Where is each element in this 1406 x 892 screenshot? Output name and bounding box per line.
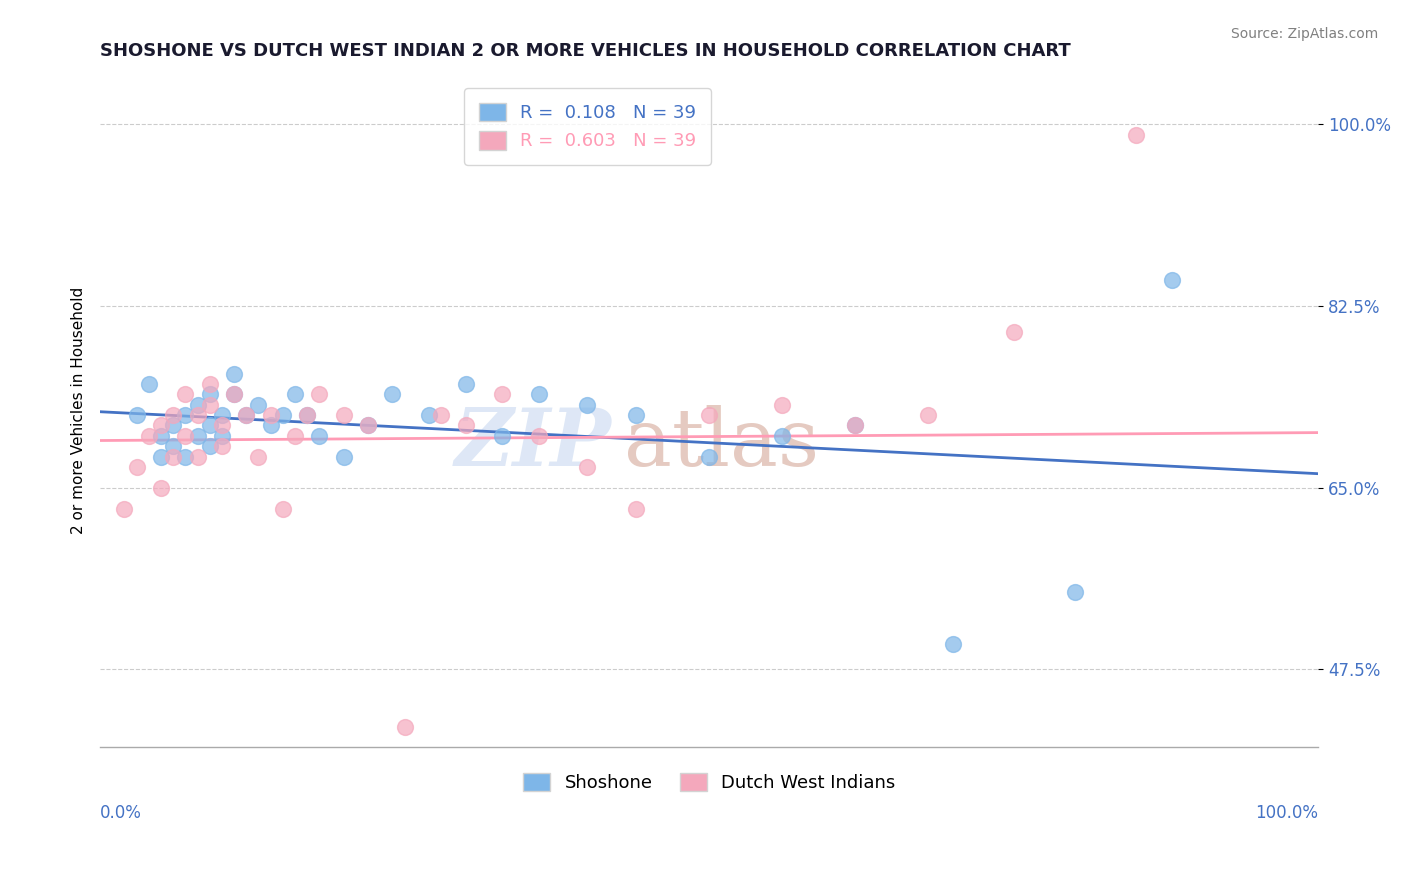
Point [576,460,599,475]
Point [187,408,209,422]
Point [1161,273,1184,287]
Point [308,387,330,401]
Point [247,398,270,412]
Point [624,501,647,516]
Point [235,408,257,422]
Point [162,450,184,464]
Text: 100.0%: 100.0% [1256,805,1319,822]
Point [187,450,209,464]
Point [211,429,233,443]
Point [174,408,197,422]
Point [844,418,866,433]
Point [381,387,404,401]
Point [1246,761,1268,775]
Point [162,408,184,422]
Point [697,408,720,422]
Point [235,408,257,422]
Point [260,408,283,422]
Point [198,387,221,401]
Point [1125,128,1147,142]
Point [844,418,866,433]
Point [418,408,440,422]
Point [224,387,246,401]
Point [211,408,233,422]
Point [224,387,246,401]
Point [224,367,246,381]
Point [491,387,513,401]
Point [770,398,793,412]
Point [284,429,307,443]
Point [297,408,319,422]
Text: 0.0%: 0.0% [100,805,142,822]
Point [198,418,221,433]
Point [260,418,283,433]
Point [150,481,173,495]
Point [942,636,965,650]
Point [332,450,354,464]
Text: Source: ZipAtlas.com: Source: ZipAtlas.com [1230,27,1378,41]
Point [1002,325,1025,339]
Point [357,418,380,433]
Point [454,418,477,433]
Point [394,720,416,734]
Point [150,418,173,433]
Point [697,450,720,464]
Point [1063,584,1085,599]
Text: ZIP: ZIP [456,405,612,483]
Point [527,429,550,443]
Point [211,439,233,453]
Point [174,450,197,464]
Point [284,387,307,401]
Point [150,429,173,443]
Point [198,398,221,412]
Text: SHOSHONE VS DUTCH WEST INDIAN 2 OR MORE VEHICLES IN HOUSEHOLD CORRELATION CHART: SHOSHONE VS DUTCH WEST INDIAN 2 OR MORE … [100,42,1071,60]
Y-axis label: 2 or more Vehicles in Household: 2 or more Vehicles in Household [72,286,86,533]
Point [150,450,173,464]
Point [125,460,148,475]
Point [491,429,513,443]
Point [576,398,599,412]
Point [770,429,793,443]
Point [917,408,939,422]
Point [114,501,136,516]
Point [174,429,197,443]
Legend: Shoshone, Dutch West Indians: Shoshone, Dutch West Indians [516,765,903,799]
Text: atlas: atlas [624,405,820,483]
Point [454,376,477,391]
Point [357,418,380,433]
Point [430,408,453,422]
Point [162,418,184,433]
Point [138,429,160,443]
Point [162,439,184,453]
Point [271,408,294,422]
Point [198,376,221,391]
Point [271,501,294,516]
Point [624,408,647,422]
Point [187,429,209,443]
Point [211,418,233,433]
Point [527,387,550,401]
Point [247,450,270,464]
Point [332,408,354,422]
Point [187,398,209,412]
Point [308,429,330,443]
Point [198,439,221,453]
Point [174,387,197,401]
Point [297,408,319,422]
Point [125,408,148,422]
Point [138,376,160,391]
